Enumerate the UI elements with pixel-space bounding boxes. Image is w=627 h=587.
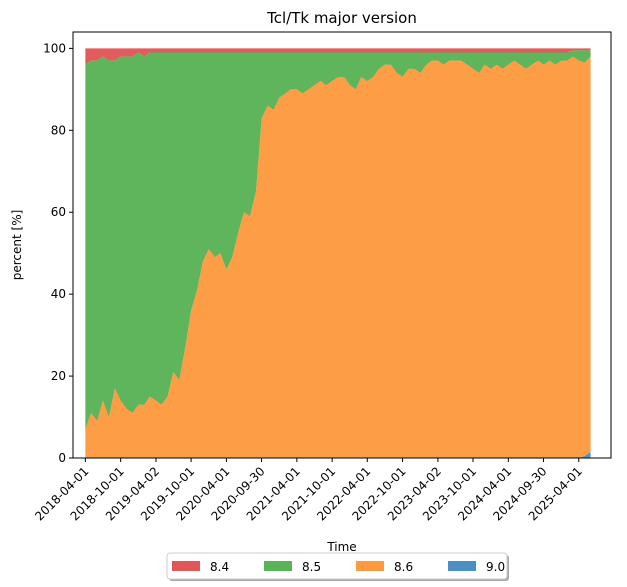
plot-area	[85, 48, 591, 458]
y-tick-label: 60	[51, 205, 66, 219]
plot-frame	[72, 31, 612, 459]
legend-label-8-4: 8.4	[210, 560, 229, 574]
legend-label-8-5: 8.5	[302, 560, 321, 574]
area-series-8-4	[85, 48, 591, 65]
y-tick-label: 80	[51, 123, 66, 137]
legend-swatch-8-5	[264, 561, 292, 571]
legend-swatch-8-4	[172, 561, 200, 571]
y-axis-label: percent [%]	[10, 210, 24, 281]
legend-box	[166, 552, 508, 580]
x-axis-label: Time	[326, 540, 356, 554]
area-series-8-6	[85, 56, 591, 458]
legend: 8.4 8.5 8.6 9.0	[166, 552, 509, 581]
y-tick-label: 0	[58, 451, 66, 465]
legend-swatch-9-0	[448, 561, 476, 571]
legend-label-9-0: 9.0	[486, 560, 505, 574]
area-series-8-5	[85, 50, 591, 430]
legend-swatch-8-6	[356, 561, 384, 571]
legend-label-8-6: 8.6	[394, 560, 413, 574]
y-tick-label: 100	[43, 41, 66, 55]
y-tick-label: 40	[51, 287, 66, 301]
chart-title: Tcl/Tk major version	[266, 9, 417, 27]
y-tick-label: 20	[51, 369, 66, 383]
